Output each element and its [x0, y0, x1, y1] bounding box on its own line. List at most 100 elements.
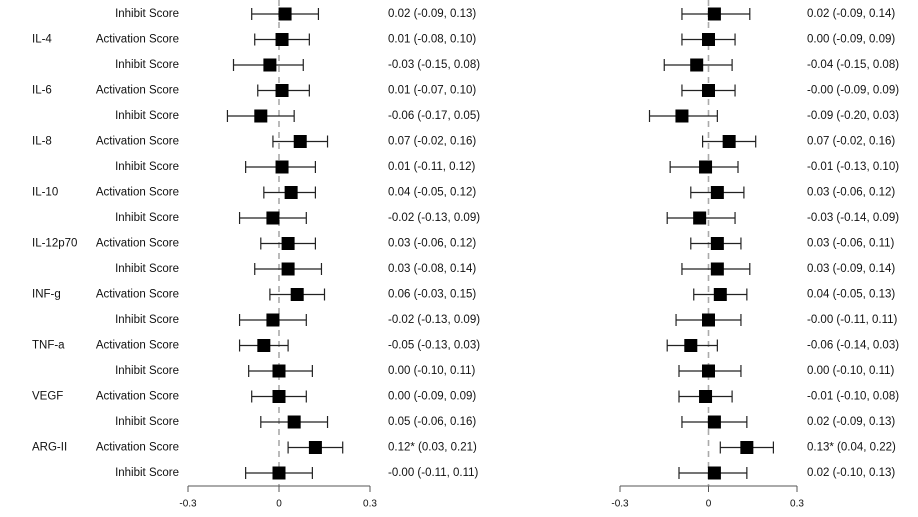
score-label: Inhibit Score	[115, 161, 179, 173]
x-tick-label: -0.3	[611, 499, 629, 510]
estimate-marker	[699, 160, 713, 174]
estimate-marker	[707, 415, 721, 429]
score-label: Activation Score	[96, 340, 179, 352]
estimate-label: -0.03 (-0.15, 0.08)	[388, 59, 480, 71]
estimate-label: -0.00 (-0.11, 0.11)	[388, 467, 479, 479]
marker-label: INF-g	[32, 289, 61, 301]
score-label: Inhibit Score	[115, 8, 179, 20]
estimate-label: -0.00 (-0.09, 0.09)	[807, 85, 899, 97]
score-label: Activation Score	[96, 238, 179, 250]
estimate-marker	[293, 135, 307, 148]
score-label: Inhibit Score	[115, 59, 179, 71]
estimate-label: -0.06 (-0.17, 0.05)	[388, 110, 480, 122]
estimate-label: -0.03 (-0.14, 0.09)	[807, 212, 899, 224]
score-label: Inhibit Score	[115, 416, 179, 428]
estimate-label: 0.00 (-0.10, 0.11)	[807, 365, 895, 377]
estimate-marker	[702, 313, 715, 327]
estimate-label: 0.02 (-0.09, 0.13)	[388, 8, 476, 20]
score-label: Inhibit Score	[115, 467, 179, 479]
x-tick-label: 0	[276, 499, 282, 510]
forest-panel-2	[619, 0, 798, 492]
estimate-label: 0.03 (-0.06, 0.11)	[807, 238, 895, 250]
score-label: Inhibit Score	[115, 110, 179, 122]
score-label: Inhibit Score	[115, 263, 179, 275]
estimate-marker	[287, 415, 301, 429]
estimate-label: 0.05 (-0.06, 0.16)	[388, 416, 476, 428]
estimate-label: -0.01 (-0.13, 0.10)	[807, 161, 899, 173]
estimate-marker	[254, 109, 268, 123]
estimate-marker	[710, 262, 724, 276]
estimate-label: -0.05 (-0.13, 0.03)	[388, 340, 480, 352]
estimate-label: -0.04 (-0.15, 0.08)	[807, 59, 899, 71]
x-tick-label: 0	[706, 499, 712, 510]
estimate-marker	[272, 390, 286, 403]
estimate-label: 0.03 (-0.08, 0.14)	[388, 263, 476, 275]
estimate-label: -0.02 (-0.13, 0.09)	[388, 314, 480, 326]
x-tick-label: 0.3	[363, 499, 377, 510]
estimate-marker	[693, 211, 707, 225]
estimate-label: 0.00 (-0.10, 0.11)	[388, 365, 476, 377]
estimate-marker	[275, 33, 289, 46]
score-label: Activation Score	[96, 289, 179, 301]
estimate-marker	[281, 262, 295, 276]
estimate-marker	[713, 288, 727, 301]
estimate-marker	[308, 441, 322, 454]
x-tick-label: -0.3	[179, 499, 197, 510]
estimate-marker	[266, 313, 280, 327]
estimate-label: 0.07 (-0.02, 0.16)	[807, 136, 895, 148]
estimate-label: 0.03 (-0.09, 0.14)	[807, 263, 895, 275]
score-label: Activation Score	[96, 442, 179, 454]
marker-label: IL-4	[32, 34, 52, 46]
estimate-marker	[684, 339, 698, 352]
estimate-label: 0.03 (-0.06, 0.12)	[807, 187, 895, 199]
estimate-marker	[275, 84, 289, 97]
estimate-marker	[702, 84, 715, 97]
estimate-label: -0.02 (-0.13, 0.09)	[388, 212, 480, 224]
estimate-label: 0.04 (-0.05, 0.13)	[807, 289, 895, 301]
marker-label: VEGF	[32, 391, 63, 403]
estimate-marker	[278, 7, 292, 21]
estimate-marker	[702, 33, 715, 46]
estimate-label: -0.09 (-0.20, 0.03)	[807, 110, 899, 122]
score-label: Activation Score	[96, 391, 179, 403]
estimate-label: -0.01 (-0.10, 0.08)	[807, 391, 899, 403]
estimate-marker	[263, 58, 277, 72]
estimate-marker	[266, 211, 280, 225]
estimate-marker	[281, 237, 295, 250]
marker-label: IL-6	[32, 85, 52, 97]
estimate-label: 0.03 (-0.06, 0.12)	[388, 238, 476, 250]
estimate-marker	[275, 160, 289, 174]
marker-label: IL-12p70	[32, 238, 77, 250]
score-label: Activation Score	[96, 187, 179, 199]
marker-label: ARG-II	[32, 442, 67, 454]
estimate-marker	[290, 288, 304, 301]
estimate-label: 0.04 (-0.05, 0.12)	[388, 187, 476, 199]
estimate-label: 0.00 (-0.09, 0.09)	[388, 391, 476, 403]
estimate-marker	[707, 466, 721, 480]
estimate-label: 0.01 (-0.07, 0.10)	[388, 85, 476, 97]
estimate-marker	[740, 441, 754, 454]
score-label: Inhibit Score	[115, 314, 179, 326]
estimate-label: 0.01 (-0.08, 0.10)	[388, 34, 476, 46]
estimate-label: 0.00 (-0.09, 0.09)	[807, 34, 895, 46]
estimate-label: 0.02 (-0.10, 0.13)	[807, 467, 895, 479]
score-label: Activation Score	[96, 85, 179, 97]
score-label: Activation Score	[96, 136, 179, 148]
estimate-label: 0.02 (-0.09, 0.14)	[807, 8, 895, 20]
x-tick-label: 0.3	[790, 499, 804, 510]
estimate-marker	[710, 186, 724, 199]
score-label: Inhibit Score	[115, 212, 179, 224]
estimate-label: 0.06 (-0.03, 0.15)	[388, 289, 476, 301]
forest-panel-1	[187, 0, 371, 492]
estimate-marker	[710, 237, 724, 250]
estimate-marker	[690, 58, 704, 72]
estimate-label: 0.02 (-0.09, 0.13)	[807, 416, 895, 428]
estimate-marker	[707, 7, 721, 21]
estimate-marker	[272, 466, 286, 480]
estimate-marker	[702, 364, 715, 378]
estimate-label: 0.01 (-0.11, 0.12)	[388, 161, 476, 173]
score-label: Inhibit Score	[115, 365, 179, 377]
estimate-label: 0.12* (0.03, 0.21)	[388, 442, 477, 454]
estimate-label: -0.06 (-0.14, 0.03)	[807, 340, 899, 352]
